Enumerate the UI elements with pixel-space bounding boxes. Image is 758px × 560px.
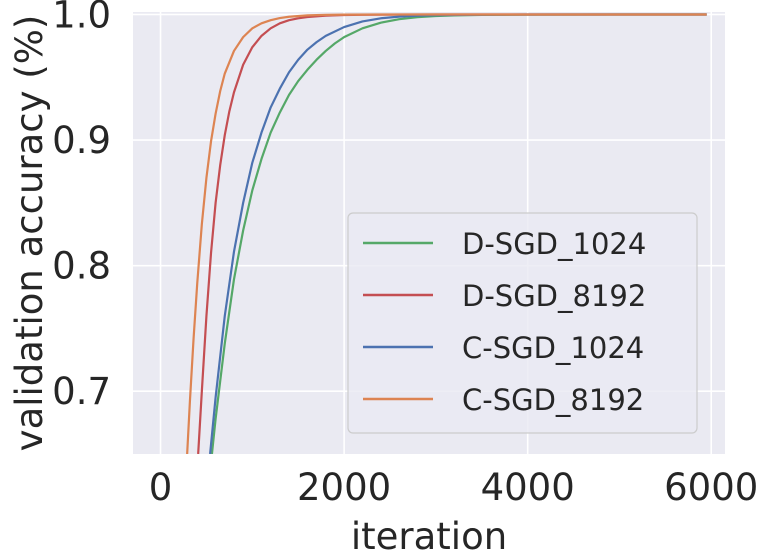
y-tick-label: 1.0: [52, 0, 111, 37]
x-tick-label: 2000: [297, 466, 391, 509]
legend-label: D-SGD_8192: [462, 279, 646, 313]
y-tick-label: 0.7: [52, 370, 111, 413]
series-line-c-sgd-8192: [186, 13, 707, 454]
x-tick-label: 4000: [481, 466, 575, 509]
legend: D-SGD_1024 D-SGD_8192 C-SGD_1024 C-SGD_8192: [347, 212, 698, 434]
x-tick-label: 0: [149, 466, 173, 509]
x-axis-ticks: 0 2000 4000 6000: [149, 466, 758, 509]
x-tick-label: 6000: [664, 466, 758, 509]
y-tick-label: 0.8: [52, 245, 111, 288]
legend-label: C-SGD_1024: [462, 331, 644, 365]
x-axis-label: iteration: [351, 515, 507, 558]
legend-box: [347, 212, 698, 434]
legend-label: D-SGD_1024: [462, 227, 646, 261]
y-axis-label: validation accuracy (%): [8, 15, 51, 452]
y-tick-label: 0.9: [52, 119, 111, 162]
legend-label: C-SGD_8192: [462, 383, 644, 417]
y-axis-ticks: 0.7 0.8 0.9 1.0: [52, 0, 111, 413]
series-lines: [186, 13, 707, 454]
